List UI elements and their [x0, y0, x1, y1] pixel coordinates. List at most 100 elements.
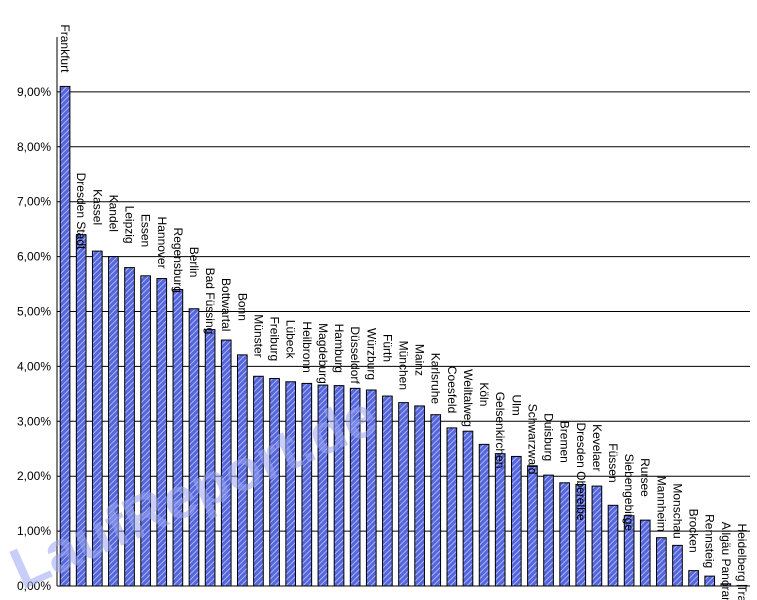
category-label: Münster — [251, 314, 265, 357]
category-label: Freiburg — [268, 316, 282, 361]
category-label: Hamburg — [332, 324, 346, 373]
category-label: Lübeck — [284, 320, 298, 360]
bar — [639, 519, 651, 587]
category-label: Allgäu Panorama — [719, 522, 733, 600]
gridlines — [57, 91, 750, 587]
bar — [672, 544, 683, 587]
bar — [269, 377, 280, 587]
bar — [237, 354, 248, 587]
category-label: Weiltalweg — [461, 369, 475, 427]
category-label: Ulm — [509, 394, 523, 415]
bars — [59, 85, 748, 587]
category-label: Regensburg — [171, 228, 185, 293]
bar — [446, 427, 458, 587]
bar — [333, 385, 345, 587]
category-label: Mannheim — [654, 476, 668, 532]
category-label: München — [397, 341, 411, 390]
bar — [108, 256, 119, 587]
category-label: Dresden Oberelbe — [574, 422, 588, 520]
category-label: Mainz — [413, 344, 427, 376]
y-tick-label: 9,00% — [17, 85, 51, 99]
category-label: Köln — [477, 382, 491, 406]
bar — [220, 339, 232, 587]
bar — [736, 584, 748, 587]
y-axis: 0,00% 1,00% 2,00% 3,00% 4,00% 5,00% 6,00% 7,00%… — [17, 37, 58, 593]
y-tick-label: 1,00% — [17, 524, 51, 538]
category-label: Fürth — [380, 334, 394, 362]
category-label: Würzburg — [364, 328, 378, 380]
y-tick-label: 0,00% — [17, 579, 51, 593]
bar — [591, 485, 603, 587]
category-label: Duisburg — [542, 413, 556, 461]
category-label: Magdeburg — [316, 323, 330, 384]
bar — [656, 537, 667, 587]
category-label: Rennsteig — [703, 514, 717, 568]
category-label: Heilbronn — [300, 321, 314, 372]
category-label: Brocken — [687, 509, 701, 553]
bar — [510, 455, 522, 587]
bar — [317, 384, 329, 587]
category-label: Kassel — [90, 189, 104, 225]
category-label: Frankfurt — [58, 24, 72, 73]
bar — [301, 382, 313, 587]
bar — [349, 387, 361, 587]
category-label: Coesfeld — [445, 366, 459, 413]
bar — [382, 395, 393, 587]
category-label: Essen — [139, 214, 153, 247]
category-label: Hannover — [155, 217, 169, 269]
y-tick-label: 2,00% — [17, 469, 51, 483]
bar — [527, 465, 538, 587]
category-label: Schwarzwald — [525, 404, 539, 475]
bar — [285, 381, 297, 587]
category-label: Bremen — [558, 421, 572, 463]
bar-labels: Frankfurt Dresden Stadt Kassel Kandel Leipzi… — [58, 24, 749, 600]
y-tick-label: 4,00% — [17, 359, 51, 373]
bar — [365, 389, 377, 587]
bar — [172, 289, 184, 587]
y-tick-label: 6,00% — [17, 250, 51, 264]
bar — [704, 575, 716, 587]
y-tick-label: 8,00% — [17, 140, 51, 154]
y-tick-label: 7,00% — [17, 195, 51, 209]
bar — [494, 453, 506, 587]
category-label: Rursee — [638, 458, 652, 497]
bar — [607, 504, 619, 587]
category-label: Leipzig — [123, 206, 137, 244]
bar — [156, 278, 168, 587]
category-label: Bottwartal — [219, 278, 233, 331]
bar — [75, 234, 87, 587]
category-label: Heidelberg Trail — [735, 523, 749, 600]
bar — [414, 405, 425, 587]
bar — [575, 483, 587, 587]
category-label: Berlin — [187, 247, 201, 278]
category-label: Siebengebirge — [622, 454, 636, 532]
category-label: Bonn — [235, 293, 249, 321]
category-label: Düsseldorf — [348, 326, 362, 384]
bar — [253, 375, 264, 587]
bar — [559, 482, 571, 587]
bar — [720, 583, 732, 587]
bar — [188, 308, 200, 587]
bar — [430, 414, 442, 587]
bar — [462, 430, 474, 587]
bar — [59, 85, 71, 587]
category-label: Füssen — [606, 443, 620, 482]
category-label: Karlsruhe — [429, 353, 443, 405]
bar — [688, 570, 699, 587]
bar — [623, 515, 635, 587]
category-label: Gelsenkirchen — [493, 392, 507, 469]
y-tick-label: 3,00% — [17, 414, 51, 428]
bar — [124, 267, 135, 587]
category-label: Bad Füssing — [203, 268, 217, 335]
bar — [91, 250, 103, 587]
bar — [140, 275, 151, 587]
bar — [204, 329, 216, 587]
category-label: Kandel — [106, 195, 120, 232]
category-label: Kevelaer — [590, 424, 604, 471]
category-label: Monschau — [670, 483, 684, 538]
y-tick-label: 5,00% — [17, 305, 51, 319]
bar — [398, 402, 409, 587]
category-label: Dresden Stadt — [74, 173, 88, 250]
bar — [478, 443, 490, 587]
